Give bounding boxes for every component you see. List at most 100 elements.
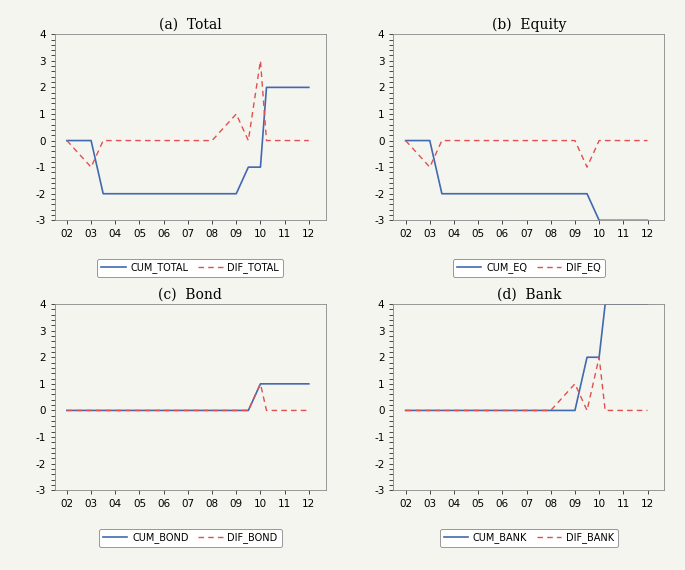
CUM_BOND — [184, 407, 192, 414]
CUM_EQ — [523, 190, 531, 197]
CUM_EQ — [595, 217, 603, 224]
CUM_BOND — [245, 407, 253, 414]
CUM_BOND — [256, 380, 264, 387]
Line: CUM_TOTAL: CUM_TOTAL — [67, 87, 309, 194]
DIF_BOND — [232, 407, 240, 414]
CUM_BOND — [281, 380, 289, 387]
CUM_BANK — [498, 407, 506, 414]
Line: DIF_TOTAL: DIF_TOTAL — [67, 61, 309, 167]
CUM_BANK — [595, 354, 603, 361]
CUM_EQ — [450, 190, 458, 197]
DIF_EQ — [619, 137, 627, 144]
CUM_EQ — [583, 190, 591, 197]
DIF_TOTAL — [208, 137, 216, 144]
DIF_BANK — [607, 407, 615, 414]
DIF_EQ — [595, 137, 603, 144]
CUM_TOTAL — [232, 190, 240, 197]
DIF_TOTAL — [305, 137, 313, 144]
DIF_EQ — [523, 137, 531, 144]
DIF_TOTAL — [160, 137, 168, 144]
CUM_BANK — [450, 407, 458, 414]
CUM_BOND — [305, 380, 313, 387]
DIF_BANK — [450, 407, 458, 414]
DIF_EQ — [401, 137, 410, 144]
DIF_EQ — [607, 137, 615, 144]
Legend: CUM_BOND, DIF_BOND: CUM_BOND, DIF_BOND — [99, 528, 282, 547]
DIF_BANK — [601, 407, 609, 414]
DIF_BOND — [262, 407, 271, 414]
DIF_BANK — [401, 407, 410, 414]
CUM_BANK — [601, 300, 609, 307]
CUM_EQ — [547, 190, 555, 197]
CUM_TOTAL — [245, 164, 253, 170]
CUM_EQ — [643, 217, 651, 224]
Legend: CUM_BANK, DIF_BANK: CUM_BANK, DIF_BANK — [440, 528, 618, 547]
CUM_BOND — [136, 407, 144, 414]
CUM_BANK — [571, 407, 579, 414]
CUM_BANK — [547, 407, 555, 414]
CUM_BANK — [583, 354, 591, 361]
DIF_BANK — [619, 407, 627, 414]
DIF_BANK — [523, 407, 531, 414]
CUM_TOTAL — [99, 190, 108, 197]
CUM_EQ — [425, 137, 434, 144]
DIF_BOND — [63, 407, 71, 414]
DIF_BANK — [595, 354, 603, 361]
DIF_BANK — [438, 407, 446, 414]
Line: CUM_BOND: CUM_BOND — [67, 384, 309, 410]
DIF_BANK — [547, 407, 555, 414]
CUM_EQ — [438, 190, 446, 197]
CUM_EQ — [474, 190, 482, 197]
DIF_BOND — [184, 407, 192, 414]
CUM_BANK — [401, 407, 410, 414]
CUM_BANK — [619, 300, 627, 307]
CUM_TOTAL — [63, 137, 71, 144]
DIF_BOND — [111, 407, 119, 414]
CUM_BOND — [160, 407, 168, 414]
DIF_BANK — [498, 407, 506, 414]
CUM_TOTAL — [305, 84, 313, 91]
CUM_EQ — [571, 190, 579, 197]
Line: DIF_BOND: DIF_BOND — [67, 384, 309, 410]
CUM_BANK — [425, 407, 434, 414]
DIF_BOND — [99, 407, 108, 414]
CUM_BOND — [87, 407, 95, 414]
CUM_TOTAL — [87, 137, 95, 144]
DIF_BOND — [160, 407, 168, 414]
DIF_TOTAL — [232, 111, 240, 117]
DIF_TOTAL — [262, 137, 271, 144]
Line: CUM_EQ: CUM_EQ — [406, 141, 647, 221]
Legend: CUM_TOTAL, DIF_TOTAL: CUM_TOTAL, DIF_TOTAL — [97, 259, 283, 278]
CUM_TOTAL — [269, 84, 277, 91]
DIF_BOND — [136, 407, 144, 414]
DIF_TOTAL — [269, 137, 277, 144]
Line: DIF_EQ: DIF_EQ — [406, 141, 647, 167]
Line: DIF_BANK: DIF_BANK — [406, 357, 647, 410]
DIF_EQ — [571, 137, 579, 144]
CUM_BOND — [63, 407, 71, 414]
CUM_TOTAL — [262, 84, 271, 91]
DIF_BANK — [425, 407, 434, 414]
DIF_BOND — [208, 407, 216, 414]
CUM_BOND — [232, 407, 240, 414]
CUM_BANK — [523, 407, 531, 414]
CUM_BANK — [607, 300, 615, 307]
DIF_TOTAL — [245, 137, 253, 144]
DIF_BOND — [256, 380, 264, 387]
Title: (d)  Bank: (d) Bank — [497, 287, 561, 302]
CUM_EQ — [607, 217, 615, 224]
Legend: CUM_EQ, DIF_EQ: CUM_EQ, DIF_EQ — [453, 259, 605, 278]
CUM_BOND — [269, 380, 277, 387]
DIF_TOTAL — [281, 137, 289, 144]
Title: (a)  Total: (a) Total — [159, 18, 222, 32]
DIF_BOND — [87, 407, 95, 414]
CUM_TOTAL — [256, 164, 264, 170]
DIF_BANK — [571, 380, 579, 387]
DIF_EQ — [583, 164, 591, 170]
CUM_BOND — [99, 407, 108, 414]
CUM_BANK — [643, 300, 651, 307]
DIF_EQ — [643, 137, 651, 144]
DIF_BOND — [269, 407, 277, 414]
CUM_TOTAL — [281, 84, 289, 91]
DIF_EQ — [601, 137, 609, 144]
